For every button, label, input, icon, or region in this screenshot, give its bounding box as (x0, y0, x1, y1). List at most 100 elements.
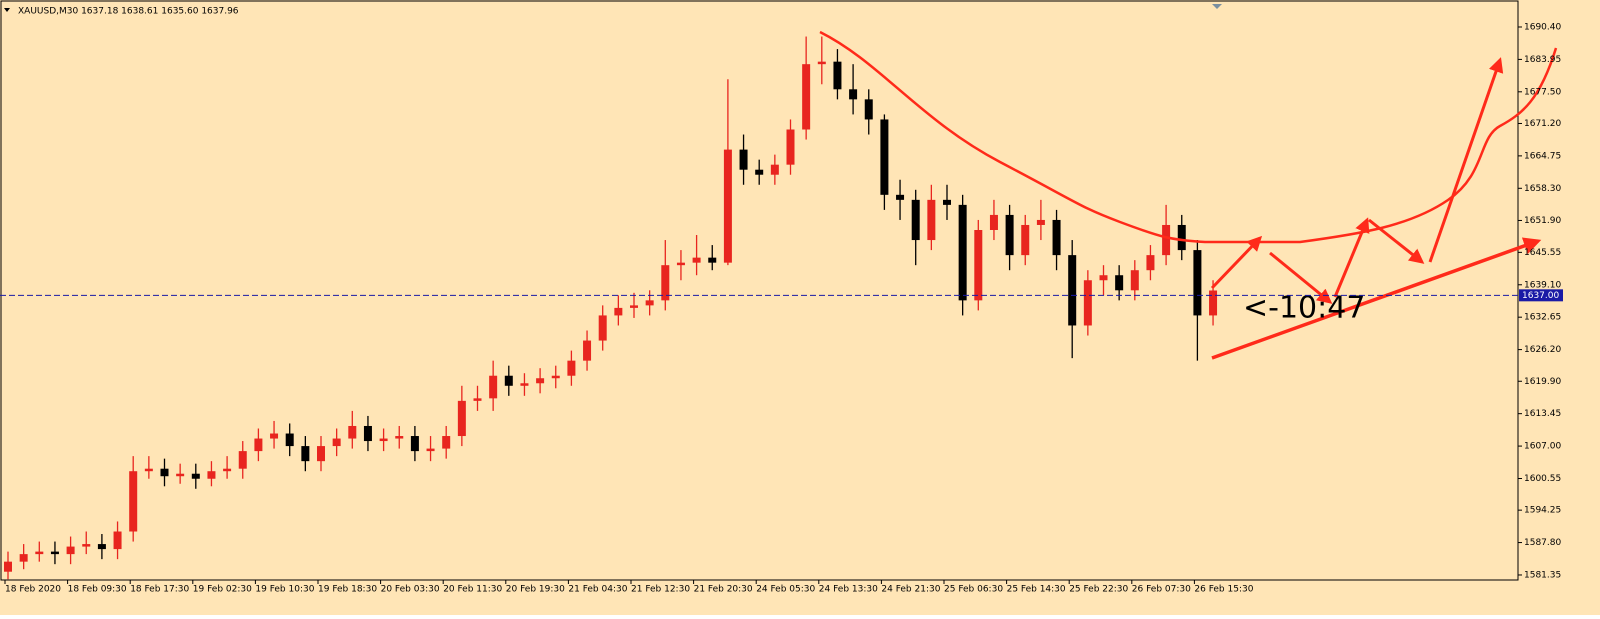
candle-body (1036, 219, 1045, 225)
candle-body (176, 473, 185, 477)
x-tick-label: 21 Feb 04:30 (568, 585, 627, 595)
candle-body (82, 544, 91, 547)
candle-body (755, 169, 764, 175)
x-tick-label: 18 Feb 2020 (5, 585, 61, 595)
candle-body (160, 468, 169, 477)
candle-body (207, 471, 216, 479)
y-tick-label: 1677.50 (1524, 87, 1561, 97)
y-tick-label: 1651.90 (1524, 216, 1561, 226)
y-tick-label: 1587.80 (1524, 538, 1561, 548)
forecast-arrows (1210, 57, 1542, 360)
plot-frame (0, 0, 1519, 581)
candle-body (598, 315, 607, 341)
x-tick-label: 25 Feb 06:30 (944, 585, 1003, 595)
candle-body (473, 398, 482, 401)
y-tick-label: 1632.65 (1524, 313, 1561, 323)
y-tick-label: 1683.95 (1524, 55, 1561, 65)
candle-body (19, 554, 28, 562)
candle-body (285, 433, 294, 447)
x-tick-label: 20 Feb 11:30 (443, 585, 502, 595)
x-tick-label: 19 Feb 02:30 (193, 585, 252, 595)
x-tick-label: 25 Feb 14:30 (1007, 585, 1066, 595)
candle-body (723, 149, 732, 263)
candle-body (1177, 224, 1186, 251)
candle-body (1099, 275, 1108, 281)
candle-body (567, 360, 576, 376)
candle-body (191, 473, 200, 479)
x-tick-label: 25 Feb 22:30 (1069, 585, 1128, 595)
x-tick-label: 18 Feb 09:30 (68, 585, 127, 595)
y-tick-label: 1664.75 (1524, 151, 1561, 161)
candle-body (770, 164, 779, 175)
candle-body (911, 199, 920, 241)
candle-body (849, 89, 858, 100)
annotation-text: <-10:47 (1243, 291, 1365, 326)
candle-body (489, 375, 498, 399)
candle-body (35, 551, 44, 555)
candle-body (66, 546, 75, 555)
candle-body (927, 199, 936, 241)
candle-body (974, 230, 983, 301)
candle-body (817, 61, 826, 65)
candle-body (504, 375, 513, 386)
candle-body (4, 561, 12, 572)
candle-body (301, 446, 310, 462)
candle-body (1146, 255, 1155, 271)
y-tick-label: 1671.20 (1524, 119, 1561, 129)
x-tick-label: 24 Feb 21:30 (881, 585, 940, 595)
x-tick-label: 24 Feb 13:30 (819, 585, 878, 595)
x-tick-label: 19 Feb 10:30 (255, 585, 314, 595)
candle-body (880, 119, 889, 195)
candle-body (410, 436, 419, 452)
candle-body (379, 438, 388, 442)
candle-body (238, 451, 247, 469)
candle-body (1083, 280, 1092, 326)
candle-body (223, 468, 232, 472)
candle-body (1068, 255, 1077, 326)
x-tick-label: 21 Feb 12:30 (631, 585, 690, 595)
candle-body (363, 425, 372, 442)
candle-body (254, 438, 263, 452)
candle-body (395, 436, 404, 439)
menu-triangle[interactable] (4, 8, 10, 12)
candle-body (426, 448, 435, 452)
y-tick-label: 1581.35 (1524, 570, 1561, 580)
candle-body (144, 468, 153, 472)
candle-body (1193, 250, 1202, 316)
candle-body (1162, 224, 1171, 256)
x-tick-label: 26 Feb 15:30 (1194, 585, 1253, 595)
shift-marker (1212, 4, 1222, 9)
x-tick-label: 21 Feb 20:30 (694, 585, 753, 595)
candle-body (442, 436, 451, 449)
candle-body (348, 425, 357, 439)
candle-body (270, 433, 279, 439)
candle-body (896, 194, 905, 200)
y-tick-label: 1619.90 (1524, 377, 1561, 387)
candle-body (1115, 275, 1124, 291)
candle-body (317, 446, 325, 462)
y-tick-label: 1594.25 (1524, 506, 1561, 516)
x-tick-label: 18 Feb 17:30 (130, 585, 189, 595)
candle-body (676, 262, 685, 266)
price-tag (1519, 289, 1563, 302)
trend-curve (819, 30, 1558, 244)
candle-body (708, 257, 717, 263)
candle-body (129, 471, 138, 532)
chart-header: XAUUSD,M30 1637.18 1638.61 1635.60 1637.… (18, 7, 239, 17)
candle-body (833, 61, 842, 90)
x-tick-label: 20 Feb 19:30 (506, 585, 565, 595)
candle-body (97, 544, 106, 550)
y-tick-label: 1658.30 (1524, 184, 1561, 194)
y-tick-label: 1607.00 (1524, 442, 1561, 452)
y-tick-label: 1613.45 (1524, 409, 1561, 419)
candle-body (113, 531, 122, 550)
candle-body (332, 438, 341, 447)
candle-body (1209, 290, 1218, 316)
candle-body (1021, 224, 1030, 256)
candle-body (1005, 214, 1014, 256)
candle-body (1130, 270, 1139, 291)
candle-body (50, 551, 59, 555)
candle-body (958, 204, 967, 301)
y-tick-label: 1626.20 (1524, 345, 1561, 355)
